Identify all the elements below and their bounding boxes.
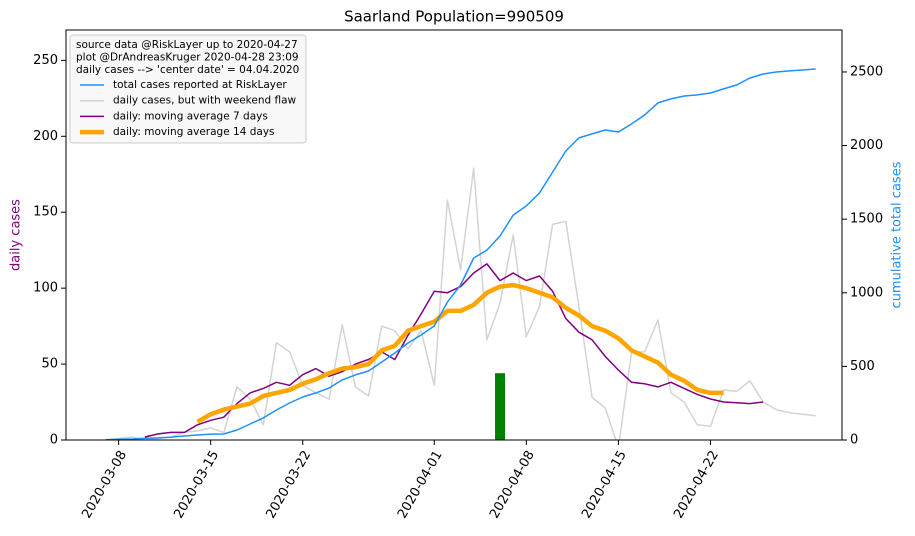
series-line — [105, 68, 816, 440]
x-tick-label: 2020-04-08 — [487, 448, 538, 521]
legend-label: daily: moving average 7 days — [113, 110, 268, 122]
y2-tick-label: 1500 — [850, 212, 883, 227]
x-tick-label: 2020-03-22 — [263, 448, 314, 521]
series-line — [144, 263, 764, 438]
legend: source data @RiskLayer up to 2020-04-27p… — [69, 34, 307, 144]
y-tick-label: 150 — [33, 205, 58, 220]
center-bar — [495, 373, 506, 440]
legend-label: total cases reported at RiskLayer — [113, 79, 287, 91]
y2-tick-label: 1000 — [850, 285, 883, 300]
x-tick-label: 2020-03-15 — [171, 448, 222, 521]
x-tick-label: 2020-03-08 — [79, 448, 130, 521]
plot-frame — [65, 29, 843, 441]
legend-title: daily cases --> 'center date' = 04.04.20… — [76, 64, 299, 76]
legend-label: daily cases, but with weekend flaw — [113, 95, 297, 107]
chart-title: Saarland Population=990509 — [344, 8, 564, 26]
legend-box — [69, 34, 307, 144]
y-tick-label: 50 — [41, 357, 58, 372]
series-line — [105, 167, 816, 440]
y-axis-label: daily cases — [9, 199, 24, 271]
legend-title: source data @RiskLayer up to 2020-04-27 — [76, 39, 298, 51]
x-tick-label: 2020-04-01 — [395, 448, 446, 521]
y2-tick-label: 2000 — [850, 138, 883, 153]
y2-tick-label: 2500 — [850, 64, 883, 79]
x-tick-label: 2020-04-15 — [579, 448, 630, 521]
y-tick-label: 100 — [33, 281, 58, 296]
legend-title: plot @DrAndreasKruger 2020-04-28 23:09 — [76, 52, 299, 64]
y-tick-label: 0 — [50, 433, 58, 448]
series-line — [196, 282, 724, 424]
y2-tick-label: 0 — [850, 433, 858, 448]
plot-area — [105, 68, 816, 440]
legend-label: daily: moving average 14 days — [113, 126, 275, 138]
y-tick-label: 250 — [33, 53, 58, 68]
y2-tick-label: 500 — [850, 359, 875, 374]
y2-axis-label: cumulative total cases — [890, 161, 905, 308]
x-tick-label: 2020-04-22 — [671, 448, 722, 521]
y-tick-label: 200 — [33, 129, 58, 144]
